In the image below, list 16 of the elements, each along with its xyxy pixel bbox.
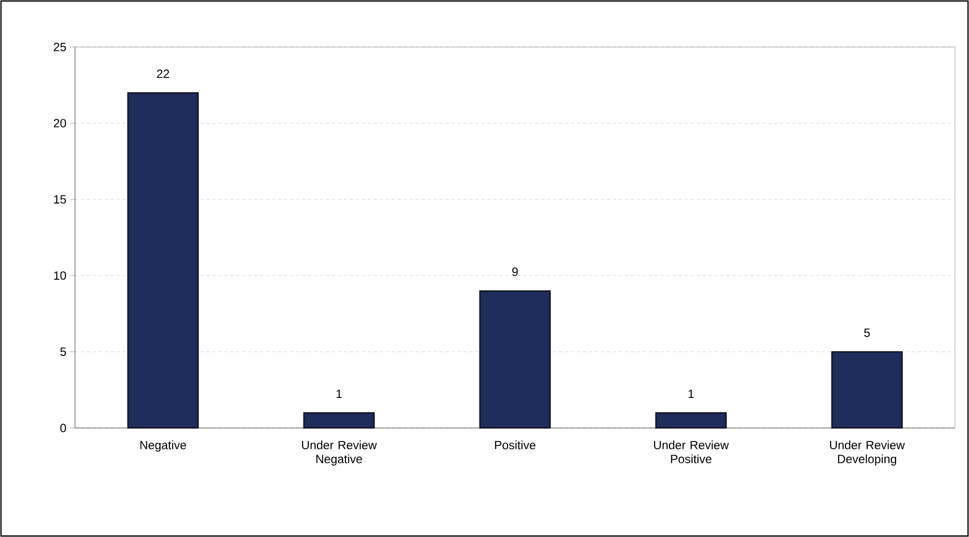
y-tick-label: 20 bbox=[54, 118, 66, 128]
x-tick-label: Under Review Developing bbox=[830, 440, 905, 466]
x-tick-label: Negative bbox=[140, 440, 186, 452]
data-label: 1 bbox=[336, 390, 342, 398]
data-label: 5 bbox=[864, 328, 870, 337]
data-label: 22 bbox=[156, 70, 170, 78]
y-tick-label: 5 bbox=[60, 348, 66, 356]
x-tick-label: Under Review Positive bbox=[654, 440, 729, 464]
y-tick-label: 15 bbox=[54, 195, 66, 204]
y-tick-label: 0 bbox=[60, 424, 66, 432]
y-tick-label: 10 bbox=[54, 271, 66, 280]
y-tick-label: 25 bbox=[54, 42, 66, 52]
data-label: 9 bbox=[512, 268, 518, 276]
data-label: 1 bbox=[688, 390, 694, 398]
x-tick-label: Positive bbox=[495, 440, 536, 450]
x-tick-label: Under Review Negative bbox=[302, 440, 377, 466]
